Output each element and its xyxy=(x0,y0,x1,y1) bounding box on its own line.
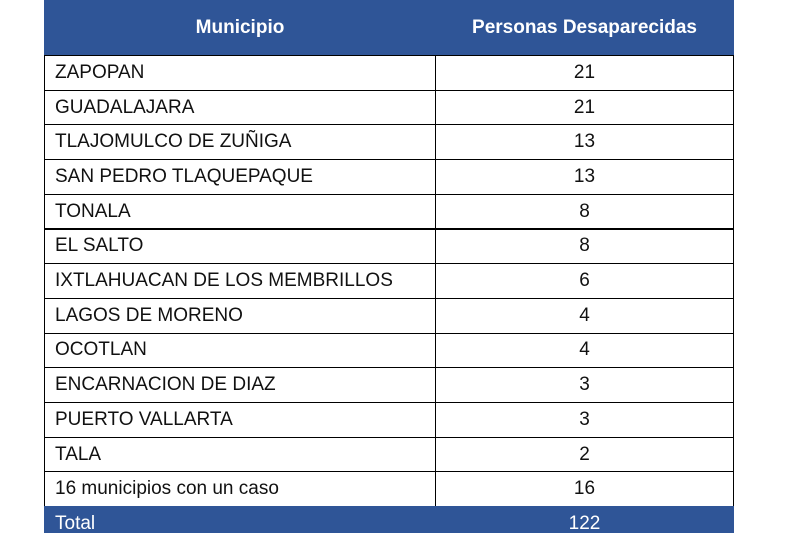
value-cell: 3 xyxy=(435,367,734,403)
municipality-cell: 16 municipios con un caso xyxy=(44,471,436,508)
municipality-cell: ENCARNACION DE DIAZ xyxy=(44,367,436,403)
municipality-cell: SAN PEDRO TLAQUEPAQUE xyxy=(44,159,436,195)
value-cell: 8 xyxy=(435,193,734,230)
municipality-cell: TALA xyxy=(44,436,436,473)
total-value: 122 xyxy=(435,506,734,533)
municipality-cell: OCOTLAN xyxy=(44,332,436,369)
municipality-cell: IXTLAHUACAN DE LOS MEMBRILLOS xyxy=(44,263,436,299)
header-cell: Municipio xyxy=(44,0,436,56)
value-cell: 8 xyxy=(435,228,734,265)
value-cell: 4 xyxy=(435,332,734,369)
value-cell: 21 xyxy=(435,55,734,91)
municipality-cell: EL SALTO xyxy=(44,228,436,265)
value-cell: 2 xyxy=(435,436,734,473)
municipality-cell: ZAPOPAN xyxy=(44,55,436,91)
value-cell: 3 xyxy=(435,402,734,438)
value-cell: 21 xyxy=(435,89,734,126)
municipality-cell: TLAJOMULCO DE ZUÑIGA xyxy=(44,124,436,161)
municipality-cell: PUERTO VALLARTA xyxy=(44,402,436,438)
value-cell: 16 xyxy=(435,471,734,508)
table: Municipio Personas Desaparecidas ZAPOPAN 21… xyxy=(44,0,734,533)
total-label: Total xyxy=(44,506,436,533)
municipality-cell: TONALA xyxy=(44,193,436,230)
value-cell: 13 xyxy=(435,124,734,161)
header-cell: Personas Desaparecidas xyxy=(435,0,734,56)
value-cell: 6 xyxy=(435,263,734,299)
value-cell: 13 xyxy=(435,159,734,195)
municipality-cell: GUADALAJARA xyxy=(44,89,436,126)
municipality-cell: LAGOS DE MORENO xyxy=(44,297,436,334)
value-cell: 4 xyxy=(435,297,734,334)
